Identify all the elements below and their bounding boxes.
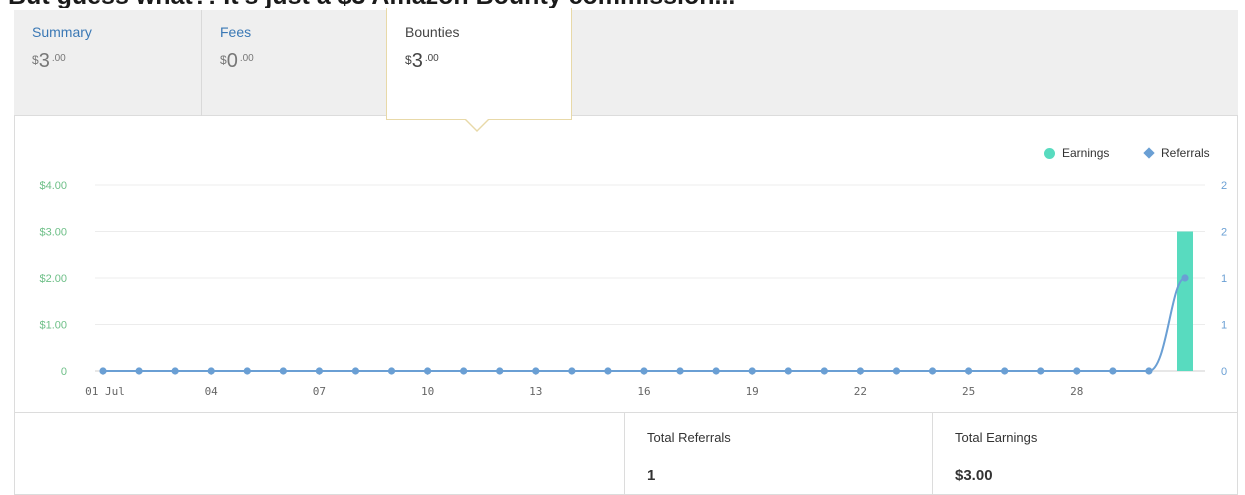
x-axis-tick-label: 16	[637, 385, 650, 398]
x-axis-tick-label: 07	[313, 385, 326, 398]
total-earnings-value: $3.00	[955, 467, 993, 484]
right-axis-tick-label: 2	[1221, 227, 1227, 239]
referrals-point	[496, 367, 504, 375]
referrals-point	[424, 367, 432, 375]
referrals-point	[640, 367, 648, 375]
left-axis-tick-label: $2.00	[39, 273, 67, 285]
right-axis-tick-label: 0	[1221, 366, 1227, 378]
referrals-point	[1145, 367, 1153, 375]
referrals-point	[1109, 367, 1117, 375]
referrals-point	[965, 367, 973, 375]
active-tab-pointer	[464, 118, 490, 132]
tab-bar	[14, 10, 1238, 116]
referrals-point	[207, 367, 215, 375]
legend-referrals-label: Referrals	[1161, 146, 1210, 160]
tab-fees-amount: $0.00	[220, 50, 254, 72]
left-axis-tick-label: 0	[61, 366, 67, 378]
referrals-point	[856, 367, 865, 375]
tab-fees[interactable]: Fees $0.00	[202, 10, 386, 116]
x-axis-tick-label: 10	[421, 385, 434, 398]
referrals-point	[712, 367, 720, 375]
left-axis-tick-label: $3.00	[39, 227, 67, 239]
tab-bounties[interactable]: Bounties $3.00	[386, 8, 572, 120]
right-axis-tick-label: 2	[1221, 180, 1227, 192]
tab-summary[interactable]: Summary $3.00	[14, 10, 202, 116]
left-axis-tick-label: $1.00	[39, 320, 67, 332]
referrals-point	[820, 367, 828, 375]
total-earnings-card: Total Earnings $3.00	[932, 412, 1238, 495]
referrals-point	[243, 367, 251, 375]
total-earnings-title: Total Earnings	[955, 430, 1038, 445]
referrals-point	[99, 367, 107, 375]
right-axis-tick-label: 1	[1221, 320, 1227, 332]
referrals-point	[892, 367, 901, 375]
total-referrals-card: Total Referrals 1	[624, 412, 930, 495]
x-axis-tick-label: 22	[854, 385, 867, 398]
left-axis-tick-label: $4.00	[39, 180, 67, 192]
referrals-point	[748, 367, 756, 375]
referrals-point	[928, 367, 937, 375]
referrals-point	[1181, 274, 1189, 282]
tab-bounties-label: Bounties	[405, 24, 460, 40]
tab-fees-label: Fees	[220, 24, 252, 40]
earnings-dot-icon	[1044, 147, 1055, 159]
x-axis-tick-label: 28	[1070, 385, 1083, 398]
referrals-point	[135, 367, 143, 375]
referrals-point	[532, 367, 540, 375]
referrals-point	[1037, 367, 1045, 375]
referrals-point	[1073, 367, 1081, 375]
x-axis-tick-label: 19	[746, 385, 759, 398]
total-referrals-value: 1	[647, 467, 656, 484]
legend-referrals[interactable]: Referrals	[1143, 146, 1210, 160]
referrals-line	[103, 277, 1186, 372]
referrals-point	[604, 367, 612, 375]
referrals-point	[279, 367, 287, 375]
referrals-point	[315, 367, 323, 375]
legend-earnings-label: Earnings	[1062, 146, 1110, 160]
x-axis-tick-label: 04	[205, 385, 219, 398]
referrals-point	[676, 367, 684, 375]
x-axis-tick-label: 13	[529, 385, 542, 398]
tab-divider	[201, 10, 202, 116]
legend-earnings[interactable]: Earnings	[1044, 146, 1109, 160]
right-axis-tick-label: 1	[1221, 273, 1227, 285]
total-referrals-title: Total Referrals	[647, 430, 731, 445]
x-axis-tick-label: 25	[962, 385, 975, 398]
tab-bounties-amount: $3.00	[405, 50, 439, 72]
tab-summary-label: Summary	[32, 24, 92, 40]
referrals-point	[460, 367, 468, 375]
referrals-point	[387, 367, 396, 375]
referrals-point	[784, 367, 792, 375]
referrals-point	[171, 367, 179, 375]
totals-row	[14, 412, 1238, 495]
referrals-point	[1001, 367, 1009, 375]
earnings-bar	[1177, 231, 1193, 371]
referrals-point	[568, 367, 576, 375]
headline-caption: But guess what?! It's just a $3 Amazon B…	[8, 0, 1008, 8]
tab-summary-amount: $3.00	[32, 50, 66, 72]
referrals-point	[351, 367, 360, 375]
x-axis-tick-label: 01 Jul	[85, 385, 125, 398]
